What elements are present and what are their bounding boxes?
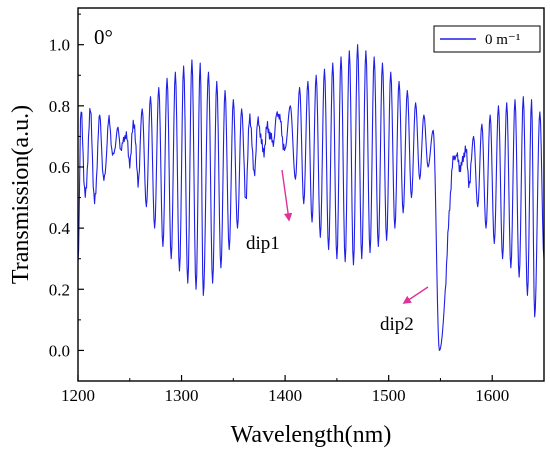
annotations-group: dip1 dip2 bbox=[246, 169, 429, 335]
x-tick-label-1400: 1400 bbox=[268, 386, 302, 405]
series-line-0 bbox=[77, 44, 545, 351]
legend: 0 m⁻¹ bbox=[433, 25, 541, 53]
annotation-arrow-dip2 bbox=[402, 286, 429, 304]
axes-group bbox=[77, 7, 545, 382]
y-tick-label-5: 1.0 bbox=[49, 36, 70, 55]
y-tick-label-1: 0.2 bbox=[49, 280, 70, 299]
y-tick-label-3: 0.6 bbox=[49, 158, 70, 177]
annotation-arrow-dip1 bbox=[281, 169, 293, 222]
plot-frame bbox=[77, 7, 545, 382]
annotation-dip2: dip2 bbox=[380, 314, 414, 335]
ticks-group: 1200 1300 1400 1500 1600 0.0 0.2 0.4 0.6 0.8 1.0 bbox=[49, 13, 509, 405]
y-tick-label-0: 0.0 bbox=[49, 341, 70, 360]
x-tick-label-1600: 1600 bbox=[475, 386, 509, 405]
x-tick-label-1300: 1300 bbox=[165, 386, 199, 405]
y-tick-label-4: 0.8 bbox=[49, 97, 70, 116]
series-group bbox=[77, 44, 545, 351]
x-axis-label: Wavelength(nm) bbox=[231, 422, 392, 448]
y-axis-label: Transmission(a.u.) bbox=[8, 105, 34, 284]
y-tick-label-2: 0.4 bbox=[49, 219, 71, 238]
x-tick-label-1500: 1500 bbox=[372, 386, 406, 405]
legend-series-name: 0 m⁻¹ bbox=[485, 32, 520, 48]
annotation-dip1: dip1 bbox=[246, 233, 280, 254]
panel-label: 0° bbox=[94, 25, 113, 49]
x-tick-label-1200: 1200 bbox=[61, 386, 95, 405]
